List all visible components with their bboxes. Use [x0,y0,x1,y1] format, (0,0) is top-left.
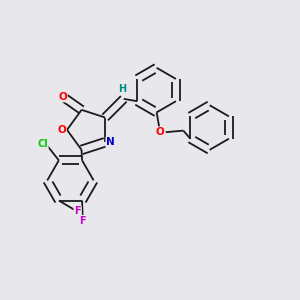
Text: F: F [74,206,81,216]
Text: O: O [156,127,164,137]
Text: O: O [57,125,66,135]
Text: N: N [106,137,115,147]
Text: Cl: Cl [37,139,48,149]
Text: O: O [58,92,67,101]
Text: F: F [79,216,86,226]
Text: H: H [118,84,126,94]
